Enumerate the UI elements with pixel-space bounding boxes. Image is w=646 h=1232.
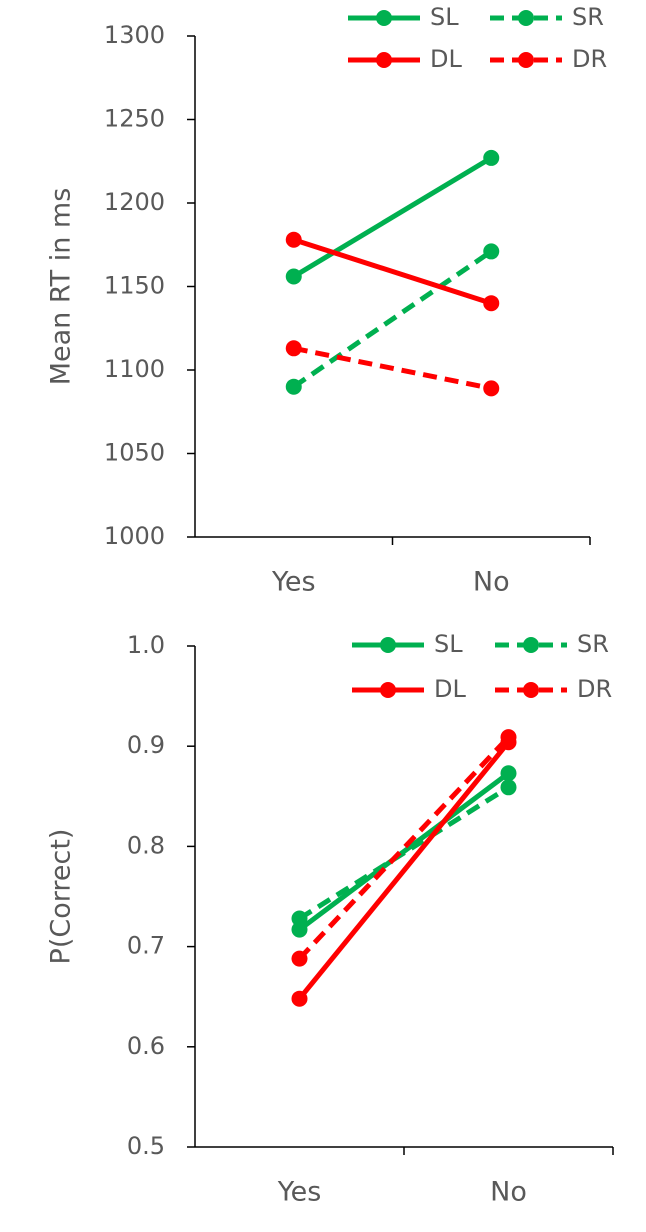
data-point <box>483 380 500 397</box>
series-line <box>292 155 493 279</box>
legend-marker <box>518 52 534 68</box>
legend-label: DL <box>430 45 462 73</box>
legend-marker <box>523 682 539 698</box>
data-point <box>483 295 500 312</box>
data-point <box>483 149 500 166</box>
data-point <box>285 340 302 357</box>
data-point <box>291 990 308 1007</box>
y-tick-label: 1150 <box>104 272 165 300</box>
y-tick-label: 0.8 <box>127 831 165 859</box>
legend-marker <box>376 10 392 26</box>
data-point <box>500 729 517 746</box>
y-tick-label: 1300 <box>104 21 165 49</box>
legend-label: SL <box>430 3 459 31</box>
y-tick-label: 1.0 <box>127 631 165 659</box>
y-axis-label: Mean RT in ms <box>46 188 77 386</box>
y-tick-label: 1050 <box>104 439 165 467</box>
y-tick-label: 0.7 <box>127 932 165 960</box>
x-tick-label: Yes <box>277 1177 322 1208</box>
y-tick-label: 1100 <box>104 355 165 383</box>
data-point <box>291 950 308 967</box>
series-line <box>297 735 511 961</box>
data-point <box>500 765 517 782</box>
data-point <box>285 231 302 248</box>
series-line <box>293 345 492 391</box>
y-tick-label: 1200 <box>104 188 165 216</box>
data-point <box>285 268 302 285</box>
y-tick-label: 1000 <box>104 522 165 550</box>
legend-label: SR <box>572 3 604 31</box>
x-tick-label: No <box>473 567 510 598</box>
legend-label: DR <box>577 675 612 703</box>
data-point <box>291 910 308 927</box>
y-tick-label: 0.5 <box>127 1132 165 1160</box>
legend-label: SL <box>434 630 463 658</box>
legend-label: DR <box>572 45 607 73</box>
legend-label: DL <box>434 675 466 703</box>
data-point <box>483 243 500 260</box>
series-line <box>297 740 511 1001</box>
data-point <box>291 921 308 938</box>
legend-marker <box>523 637 539 653</box>
legend-marker <box>380 682 396 698</box>
y-tick-label: 1250 <box>104 105 165 133</box>
legend-marker <box>518 10 534 26</box>
y-axis-label: P(Correct) <box>46 829 77 965</box>
series-line <box>292 237 493 306</box>
legend-marker <box>376 52 392 68</box>
legend-label: SR <box>577 630 609 658</box>
series-line <box>292 249 493 389</box>
y-tick-label: 0.9 <box>127 731 165 759</box>
x-tick-label: No <box>490 1177 527 1208</box>
data-point <box>500 779 517 796</box>
data-point <box>285 378 302 395</box>
y-tick-label: 0.6 <box>127 1032 165 1060</box>
legend-marker <box>380 637 396 653</box>
series-line <box>298 785 510 921</box>
x-tick-label: Yes <box>271 567 316 598</box>
series-line <box>298 771 510 932</box>
